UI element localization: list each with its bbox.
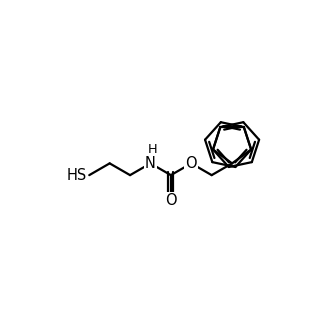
Text: N: N [145, 156, 156, 171]
Text: O: O [185, 156, 197, 171]
Text: H: H [147, 143, 157, 156]
Text: O: O [165, 193, 177, 208]
Text: HS: HS [66, 168, 87, 182]
